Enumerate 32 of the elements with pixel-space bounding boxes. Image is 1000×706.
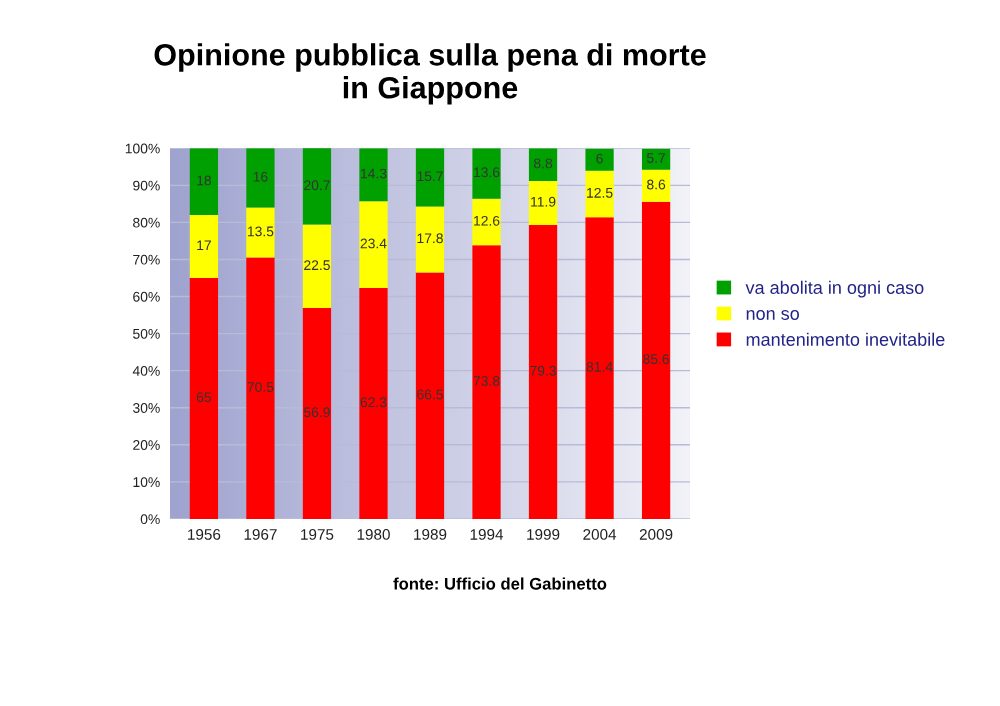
bar <box>359 201 388 288</box>
bar <box>472 198 501 246</box>
legend-label: va abolita in ogni caso <box>745 280 924 298</box>
source-note: fonte: Ufficio del Gabinetto <box>393 577 607 590</box>
bar <box>472 245 501 519</box>
bar <box>359 148 388 202</box>
legend-label: non so <box>746 310 799 320</box>
bar <box>415 272 445 519</box>
bar <box>641 201 671 519</box>
bar <box>415 206 445 273</box>
bar <box>528 224 558 519</box>
bar <box>302 224 332 309</box>
bar <box>415 148 445 207</box>
bar <box>189 277 219 519</box>
bar <box>585 148 614 171</box>
chart-title: Opinione pubblica sulla pena di morte in Giappone <box>154 43 706 105</box>
bar <box>641 148 671 170</box>
bar <box>246 148 275 208</box>
bar <box>246 257 275 519</box>
bar <box>585 170 614 218</box>
bar <box>528 180 558 225</box>
bar <box>359 288 388 519</box>
bar <box>302 308 332 519</box>
bar <box>585 217 614 519</box>
bar <box>528 148 558 181</box>
legend-label: mantenimento inevitabile <box>746 332 945 346</box>
bar <box>246 207 275 258</box>
bar <box>189 148 219 215</box>
bar <box>641 169 671 202</box>
bar <box>472 148 501 199</box>
bar <box>189 214 219 278</box>
bar <box>302 148 332 225</box>
